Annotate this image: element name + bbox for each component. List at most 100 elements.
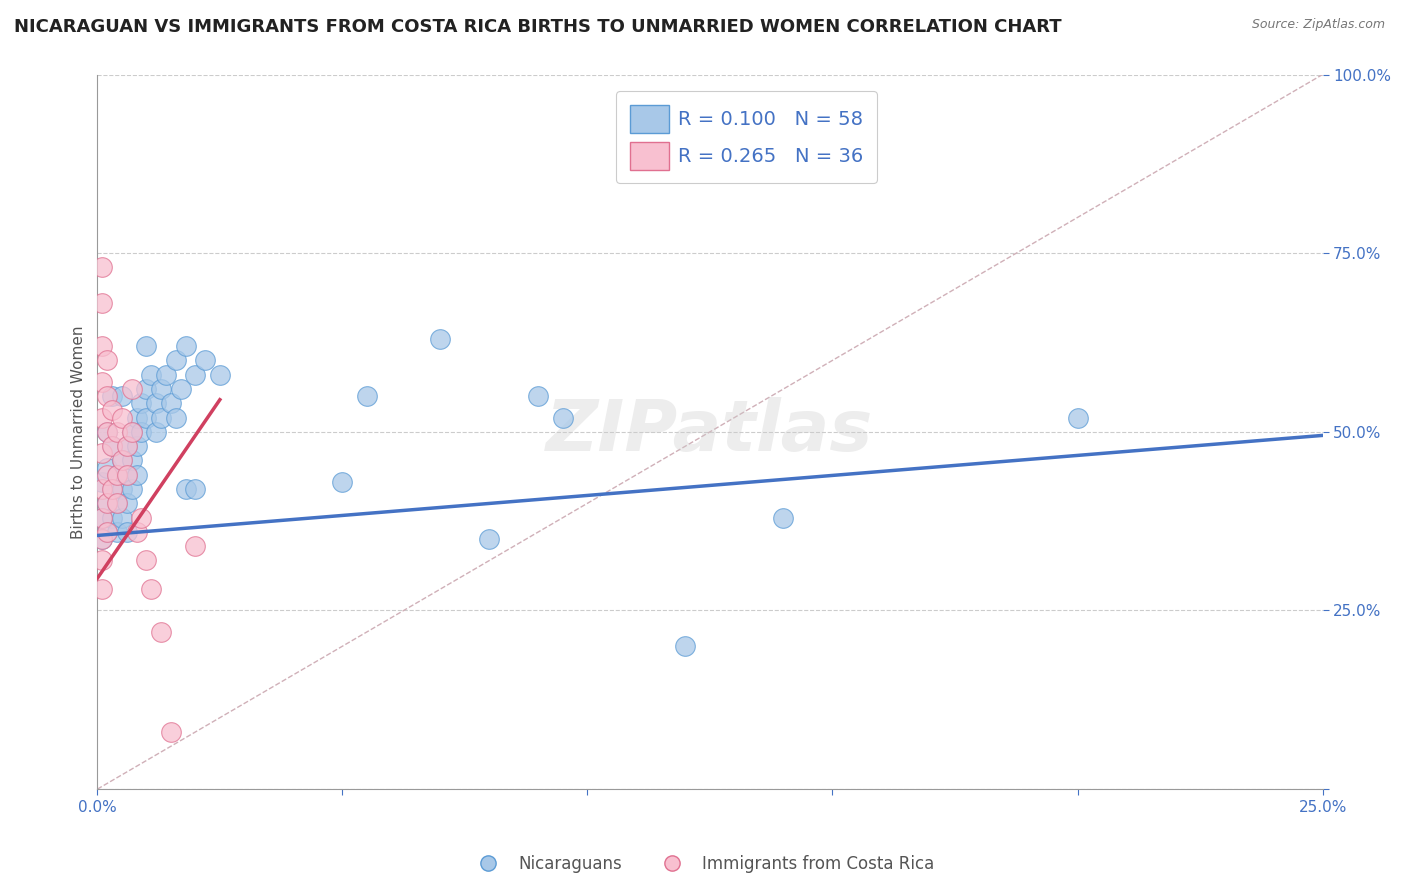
Point: [91, 582, 114, 596]
Point: [101, 389, 124, 403]
Point: [125, 467, 148, 482]
Point: [121, 482, 143, 496]
Point: [135, 553, 157, 567]
Point: [141, 582, 163, 596]
Point: [125, 410, 148, 425]
Point: [429, 332, 451, 346]
Point: [121, 453, 143, 467]
Point: [145, 396, 167, 410]
Point: [91, 339, 114, 353]
Point: [105, 496, 128, 510]
Point: [121, 425, 143, 439]
Point: [551, 410, 574, 425]
Point: [105, 467, 128, 482]
Point: [135, 410, 157, 425]
Point: [184, 539, 207, 553]
Text: NICARAGUAN VS IMMIGRANTS FROM COSTA RICA BIRTHS TO UNMARRIED WOMEN CORRELATION C: NICARAGUAN VS IMMIGRANTS FROM COSTA RICA…: [14, 18, 1062, 36]
Point: [96, 460, 118, 475]
Point: [105, 524, 128, 539]
Point: [96, 467, 118, 482]
Point: [91, 482, 114, 496]
Point: [96, 389, 118, 403]
Point: [91, 410, 114, 425]
Point: [772, 510, 794, 524]
Point: [478, 532, 501, 546]
Point: [96, 425, 118, 439]
Point: [675, 639, 697, 653]
Point: [121, 425, 143, 439]
Point: [101, 482, 124, 496]
Point: [155, 368, 177, 382]
Point: [125, 524, 148, 539]
Point: [115, 496, 138, 510]
Text: ZIPatlas: ZIPatlas: [547, 397, 873, 467]
Point: [194, 353, 217, 368]
Point: [131, 396, 153, 410]
Point: [160, 725, 183, 739]
Point: [101, 510, 124, 524]
Point: [91, 446, 114, 460]
Point: [165, 353, 187, 368]
Legend: R = 0.100   N = 58, R = 0.265   N = 36: R = 0.100 N = 58, R = 0.265 N = 36: [616, 91, 877, 184]
Point: [135, 382, 157, 396]
Point: [96, 524, 118, 539]
Point: [91, 532, 114, 546]
Text: Source: ZipAtlas.com: Source: ZipAtlas.com: [1251, 18, 1385, 31]
Point: [115, 524, 138, 539]
Point: [208, 368, 231, 382]
Point: [131, 510, 153, 524]
Point: [1066, 410, 1088, 425]
Point: [96, 425, 118, 439]
Point: [121, 382, 143, 396]
Point: [96, 496, 118, 510]
Point: [184, 368, 207, 382]
Point: [91, 375, 114, 389]
Point: [111, 453, 134, 467]
Point: [111, 410, 134, 425]
Point: [174, 339, 197, 353]
Point: [105, 467, 128, 482]
Y-axis label: Births to Unmarried Women: Births to Unmarried Women: [72, 325, 86, 539]
Legend: Nicaraguans, Immigrants from Costa Rica: Nicaraguans, Immigrants from Costa Rica: [465, 848, 941, 880]
Point: [115, 467, 138, 482]
Point: [165, 410, 187, 425]
Point: [91, 532, 114, 546]
Point: [115, 439, 138, 453]
Point: [111, 453, 134, 467]
Point: [101, 482, 124, 496]
Point: [91, 553, 114, 567]
Point: [91, 260, 114, 275]
Point: [184, 482, 207, 496]
Point: [96, 524, 118, 539]
Point: [150, 382, 173, 396]
Point: [332, 475, 354, 489]
Point: [135, 339, 157, 353]
Point: [111, 482, 134, 496]
Point: [91, 510, 114, 524]
Point: [101, 439, 124, 453]
Point: [101, 439, 124, 453]
Point: [96, 496, 118, 510]
Point: [105, 496, 128, 510]
Point: [131, 425, 153, 439]
Point: [111, 389, 134, 403]
Point: [115, 467, 138, 482]
Point: [169, 382, 191, 396]
Point: [91, 475, 114, 489]
Point: [174, 482, 197, 496]
Point: [91, 296, 114, 310]
Point: [111, 510, 134, 524]
Point: [115, 439, 138, 453]
Point: [101, 403, 124, 417]
Point: [160, 396, 183, 410]
Point: [150, 624, 173, 639]
Point: [356, 389, 378, 403]
Point: [145, 425, 167, 439]
Point: [141, 368, 163, 382]
Point: [527, 389, 550, 403]
Point: [105, 425, 128, 439]
Point: [125, 439, 148, 453]
Point: [91, 510, 114, 524]
Point: [150, 410, 173, 425]
Point: [96, 353, 118, 368]
